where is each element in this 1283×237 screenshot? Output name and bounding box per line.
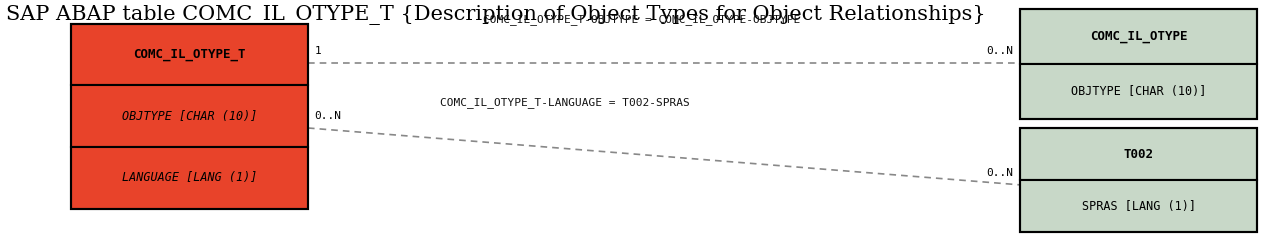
Bar — [71, 147, 308, 209]
Bar — [1020, 128, 1257, 180]
Text: SAP ABAP table COMC_IL_OTYPE_T {Description of Object Types for Object Relations: SAP ABAP table COMC_IL_OTYPE_T {Descript… — [6, 5, 987, 25]
Text: 1: 1 — [314, 46, 321, 56]
Text: 0..N: 0..N — [987, 46, 1014, 56]
Bar — [71, 24, 308, 85]
Bar — [1020, 64, 1257, 118]
Text: 0..N: 0..N — [314, 111, 341, 121]
Text: 0..N: 0..N — [987, 168, 1014, 178]
Bar — [1020, 9, 1257, 64]
Bar — [1020, 9, 1257, 119]
Text: OBJTYPE [CHAR (10)]: OBJTYPE [CHAR (10)] — [1071, 85, 1206, 98]
Text: COMC_IL_OTYPE_T: COMC_IL_OTYPE_T — [133, 48, 245, 61]
Text: COMC_IL_OTYPE_T-OBJTYPE = COMC_IL_OTYPE-OBJTYPE: COMC_IL_OTYPE_T-OBJTYPE = COMC_IL_OTYPE-… — [482, 14, 801, 25]
Bar — [71, 24, 308, 209]
Bar — [1020, 180, 1257, 232]
Bar — [71, 85, 308, 147]
Text: LANGUAGE [LANG (1)]: LANGUAGE [LANG (1)] — [122, 171, 257, 184]
Text: COMC_IL_OTYPE_T-LANGUAGE = T002-SPRAS: COMC_IL_OTYPE_T-LANGUAGE = T002-SPRAS — [440, 97, 689, 108]
Bar — [1020, 128, 1257, 232]
Text: COMC_IL_OTYPE: COMC_IL_OTYPE — [1091, 30, 1187, 43]
Text: OBJTYPE [CHAR (10)]: OBJTYPE [CHAR (10)] — [122, 110, 257, 123]
Text: T002: T002 — [1124, 148, 1153, 160]
Text: SPRAS [LANG (1)]: SPRAS [LANG (1)] — [1082, 200, 1196, 213]
